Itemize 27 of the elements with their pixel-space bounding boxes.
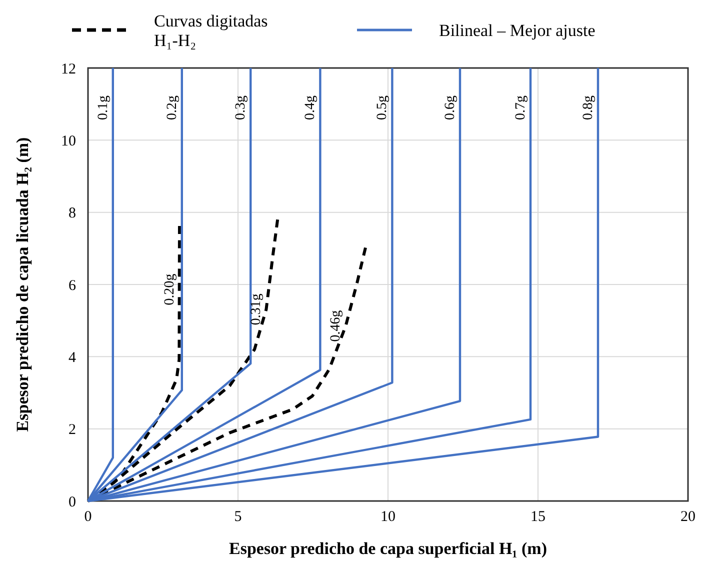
annotation: 0.8g (580, 95, 596, 120)
legend-label: Curvas digitadas H₁-H₂ (154, 12, 268, 50)
x-tick-label: 0 (84, 509, 92, 525)
x-tick-label: 5 (234, 509, 242, 525)
y-axis-title: Espesor predicho de capa licuada H₂ (m) (13, 137, 32, 432)
annotation: 0.2g (164, 95, 180, 120)
y-tick-label: 0 (68, 494, 76, 510)
annotation: 0.31g (249, 294, 264, 326)
annotation: 0.20g (162, 274, 178, 306)
legend-label: Bilineal – Mejor ajuste (439, 20, 596, 40)
annotation: 0.5g (375, 95, 390, 120)
y-tick-label: 12 (61, 61, 76, 78)
y-tick-label: 4 (68, 350, 76, 366)
x-tick-label: 15 (530, 509, 546, 525)
annotation: 0.7g (513, 95, 528, 120)
annotation: 0.46g (328, 310, 344, 342)
y-tick-label: 10 (61, 133, 76, 150)
annotation: 0.1g (96, 95, 111, 120)
y-tick-label: 2 (68, 422, 76, 438)
y-tick-label: 8 (68, 206, 76, 222)
annotation: 0.3g (234, 95, 248, 120)
annotation: 0.4g (303, 95, 318, 120)
x-tick-label: 10 (380, 509, 396, 525)
annotation: 0.6g (442, 95, 458, 120)
y-tick-label: 6 (68, 278, 76, 294)
x-tick-label: 20 (680, 509, 696, 525)
x-axis-title: Espesor predicho de capa superficial H₁ (m) (228, 539, 548, 558)
